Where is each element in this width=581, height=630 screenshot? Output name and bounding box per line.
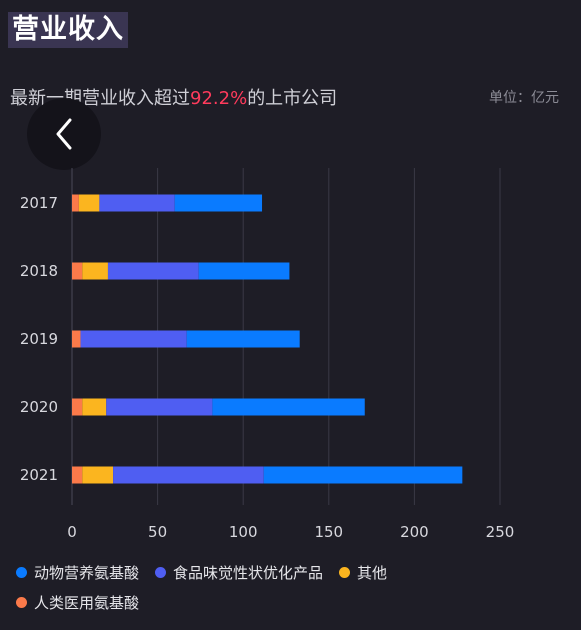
bar-segment xyxy=(82,466,114,484)
y-tick-label: 2019 xyxy=(20,330,58,348)
x-tick-label: 150 xyxy=(314,523,343,541)
y-tick-label: 2021 xyxy=(20,466,58,484)
legend-label: 人类医用氨基酸 xyxy=(34,593,140,612)
bar-segment xyxy=(72,466,83,484)
unit-label: 单位：亿元 xyxy=(489,90,559,106)
bar-segment xyxy=(72,262,83,280)
bar-segment xyxy=(72,398,83,416)
legend-swatch xyxy=(155,566,167,578)
bar-segment xyxy=(82,398,107,416)
bar-segment xyxy=(78,194,100,212)
bar-segment xyxy=(99,194,175,212)
y-tick-label: 2020 xyxy=(20,398,58,416)
chevron-left-icon xyxy=(56,118,72,150)
page-title: 营业收入 xyxy=(8,12,128,48)
y-tick-label: 2017 xyxy=(20,194,58,212)
x-tick-label: 50 xyxy=(148,523,167,541)
bar-segment xyxy=(107,262,199,280)
bar-segment xyxy=(174,194,263,212)
bar-segment xyxy=(72,194,79,212)
revenue-bar-chart: 0 50 100 150 200 250 2017 2018 2019 2020 2021 xyxy=(20,168,515,541)
legend-swatch xyxy=(16,566,27,578)
legend-label: 动物营养氨基酸 xyxy=(34,563,140,582)
bar-segment xyxy=(80,330,187,348)
legend-item-food-taste[interactable]: 食品味觉性状优化产品 xyxy=(155,562,323,583)
chart-legend: 动物营养氨基酸 食品味觉性状优化产品 其他 人类医用氨基酸 xyxy=(16,557,571,617)
legend-item-animal-nutrition[interactable]: 动物营养氨基酸 xyxy=(16,562,139,583)
x-tick-label: 100 xyxy=(229,523,258,541)
bar-segment xyxy=(263,466,463,484)
back-button[interactable] xyxy=(27,98,101,170)
subtitle-suffix: 的上市公司 xyxy=(247,88,338,109)
y-tick-label: 2018 xyxy=(20,262,58,280)
bar-segment xyxy=(106,398,213,416)
x-tick-label: 250 xyxy=(486,523,515,541)
legend-swatch xyxy=(339,566,351,578)
bar-segment xyxy=(186,330,300,348)
subtitle-highlight: 92.2% xyxy=(190,88,248,109)
bar-segment xyxy=(212,398,365,416)
x-tick-label: 0 xyxy=(67,523,77,541)
legend-row: 动物营养氨基酸 食品味觉性状优化产品 其他 xyxy=(16,557,571,587)
bar-segment xyxy=(72,330,81,348)
legend-item-other[interactable]: 其他 xyxy=(339,562,387,583)
bar-segment xyxy=(198,262,290,280)
bar-segment xyxy=(113,466,264,484)
legend-label: 其他 xyxy=(357,563,388,582)
legend-label: 食品味觉性状优化产品 xyxy=(173,563,324,582)
x-tick-label: 200 xyxy=(400,523,429,541)
legend-item-human-medical[interactable]: 人类医用氨基酸 xyxy=(16,592,139,613)
legend-swatch xyxy=(16,596,27,608)
bar-segment xyxy=(82,262,108,280)
legend-row: 人类医用氨基酸 xyxy=(16,587,571,617)
